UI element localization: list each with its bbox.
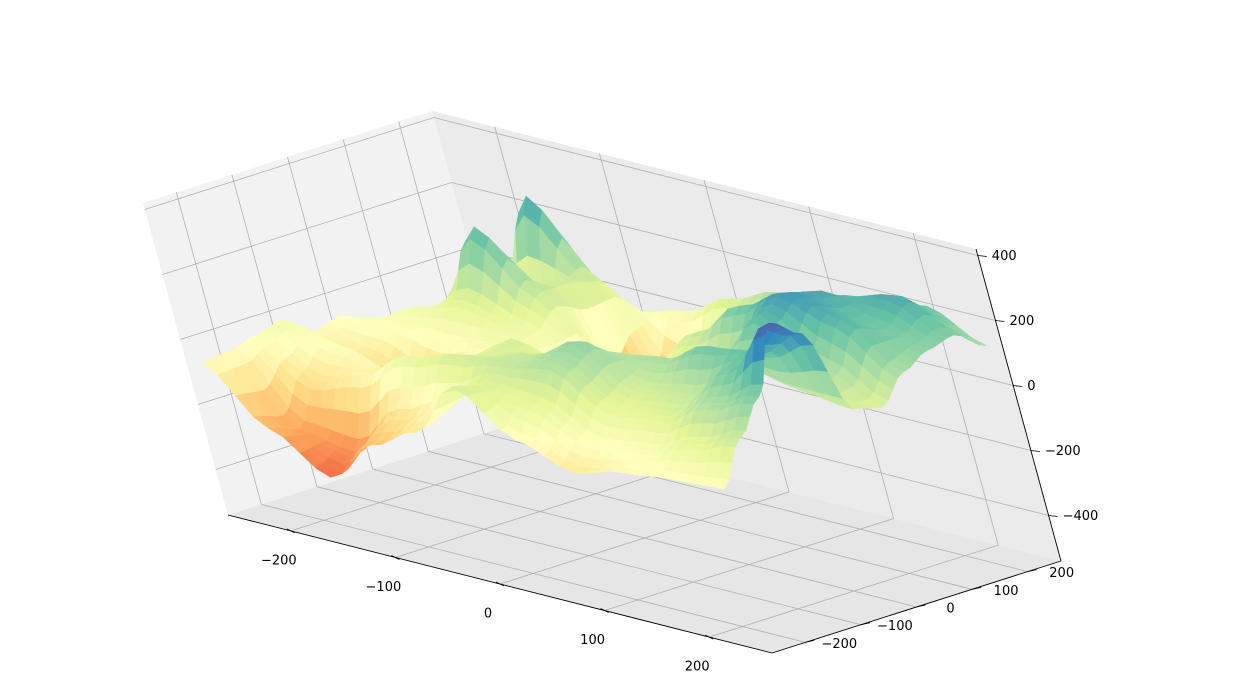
y-tick — [916, 604, 926, 608]
grid-line-floor-y — [261, 504, 806, 643]
y-tick-label: −100 — [877, 619, 913, 634]
y-tick-label: 100 — [994, 584, 1019, 599]
x-tick-label: 0 — [484, 607, 492, 622]
x-tick — [290, 530, 295, 534]
x-tick-label: 100 — [580, 633, 605, 648]
x-tick — [391, 555, 396, 558]
x-tick — [495, 581, 501, 585]
x-tick-label: −100 — [366, 580, 402, 595]
y-tick — [860, 622, 870, 626]
y-tick — [1027, 569, 1037, 572]
x-tick — [604, 610, 609, 613]
grid-line-left-z — [162, 182, 452, 275]
grid-line-left-z — [144, 117, 434, 210]
x-tick — [705, 634, 710, 638]
grid-line-floor-y — [372, 468, 917, 608]
surface-facet — [357, 410, 371, 440]
surface-facet — [333, 386, 348, 412]
surface-facet — [344, 410, 360, 440]
y-tick-label: 200 — [1049, 566, 1074, 581]
axis-ticks: −200 −100 0 100 200 −200 −100 0 100 200 −400 −200 0 2… — [261, 249, 1098, 675]
x-tick — [709, 636, 714, 640]
surface-facet — [400, 366, 416, 389]
y-tick — [972, 586, 982, 590]
z-tick-label: −400 — [1063, 509, 1099, 524]
surface-facet — [388, 366, 403, 392]
z-tick-label: 0 — [1027, 379, 1035, 394]
grid-line-floor-y — [428, 450, 973, 590]
x-tick-label: 200 — [685, 660, 710, 675]
grid-line-left-y — [175, 192, 262, 505]
surface-facet — [358, 385, 372, 415]
surface-facet — [345, 386, 360, 415]
z-tick — [1048, 515, 1058, 517]
x-tick — [499, 583, 505, 587]
grid-line-back-z — [433, 117, 978, 256]
z-tick-label: −200 — [1045, 444, 1081, 459]
grid-line-floor-y — [316, 486, 861, 626]
z-tick — [977, 255, 987, 257]
surface-facet — [750, 359, 765, 386]
z-axis-line — [975, 248, 1062, 562]
x-tick — [286, 528, 291, 532]
y-tick-label: −200 — [821, 637, 857, 652]
z-tick — [1030, 450, 1040, 452]
z-tick-label: 400 — [992, 249, 1017, 264]
y-tick-label: 0 — [946, 602, 954, 617]
surface-plot — [201, 195, 987, 490]
z-tick — [995, 320, 1005, 322]
grid-line-back-z — [451, 182, 996, 321]
x-tick — [395, 557, 400, 560]
y-tick — [805, 640, 815, 643]
x-tick — [600, 608, 605, 611]
surface-facet — [710, 477, 730, 490]
grid-line-back-x — [912, 232, 999, 546]
z-tick-label: 200 — [1010, 314, 1035, 329]
x-tick-label: −200 — [261, 553, 297, 568]
grid-line-left-z — [180, 247, 470, 340]
z-tick — [1013, 385, 1023, 387]
surface-facet — [398, 387, 414, 410]
